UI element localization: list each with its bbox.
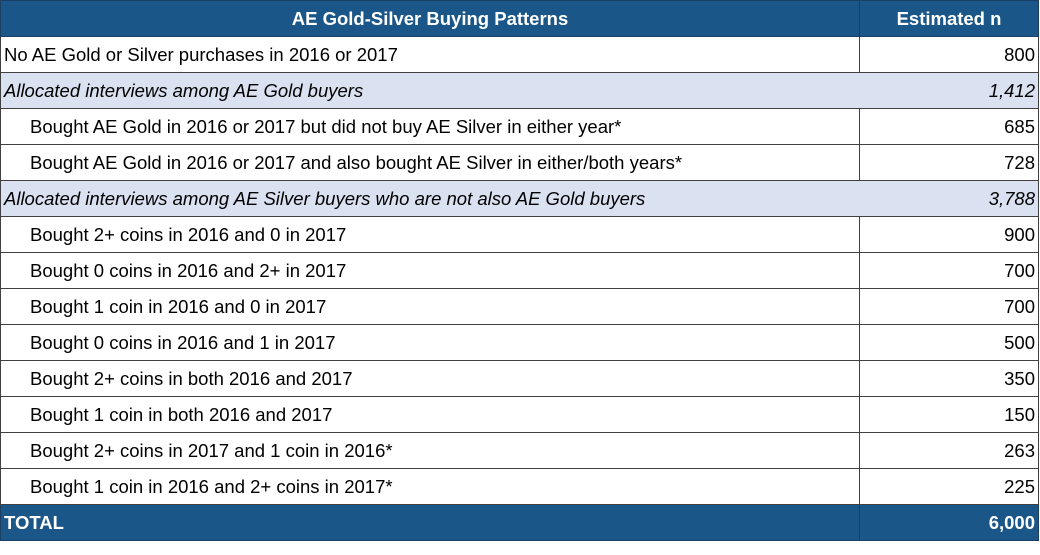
row-label: Bought 1 coin in both 2016 and 2017 [0, 396, 860, 433]
table-row: Bought AE Gold in 2016 or 2017 but did n… [0, 108, 1039, 145]
row-n: 263 [859, 432, 1039, 469]
row-n: 900 [859, 216, 1039, 253]
table-row: Bought 2+ coins in 2016 and 0 in 2017 900 [0, 216, 1039, 253]
row-label: Allocated interviews among AE Gold buyer… [0, 72, 860, 109]
total-label: TOTAL [0, 504, 860, 541]
group-row: Allocated interviews among AE Silver buy… [0, 180, 1039, 217]
row-label: Bought AE Gold in 2016 or 2017 and also … [0, 144, 860, 181]
row-n: 685 [859, 108, 1039, 145]
header-pattern: AE Gold-Silver Buying Patterns [0, 0, 860, 37]
row-label: Bought 0 coins in 2016 and 2+ in 2017 [0, 252, 860, 289]
row-label: Bought 1 coin in 2016 and 0 in 2017 [0, 288, 860, 325]
row-label: Bought 2+ coins in 2017 and 1 coin in 20… [0, 432, 860, 469]
row-label: No AE Gold or Silver purchases in 2016 o… [0, 36, 860, 73]
row-label: Bought 2+ coins in 2016 and 0 in 2017 [0, 216, 860, 253]
row-n: 800 [859, 36, 1039, 73]
table-row: Bought 1 coin in both 2016 and 2017 150 [0, 396, 1039, 433]
header-row: AE Gold-Silver Buying Patterns Estimated… [0, 0, 1039, 37]
row-n: 3,788 [859, 180, 1039, 217]
row-label: Bought 0 coins in 2016 and 1 in 2017 [0, 324, 860, 361]
total-n: 6,000 [859, 504, 1039, 541]
row-label: Bought 1 coin in 2016 and 2+ coins in 20… [0, 468, 860, 505]
table-row: Bought 1 coin in 2016 and 0 in 2017 700 [0, 288, 1039, 325]
table-row: Bought 2+ coins in 2017 and 1 coin in 20… [0, 432, 1039, 469]
table-row: Bought 1 coin in 2016 and 2+ coins in 20… [0, 468, 1039, 505]
row-n: 1,412 [859, 72, 1039, 109]
row-label: Bought AE Gold in 2016 or 2017 but did n… [0, 108, 860, 145]
row-n: 728 [859, 144, 1039, 181]
row-label: Allocated interviews among AE Silver buy… [0, 180, 860, 217]
row-n: 350 [859, 360, 1039, 397]
row-n: 150 [859, 396, 1039, 433]
table-row: Bought 2+ coins in both 2016 and 2017 350 [0, 360, 1039, 397]
table-row: Bought AE Gold in 2016 or 2017 and also … [0, 144, 1039, 181]
row-n: 225 [859, 468, 1039, 505]
table-row: No AE Gold or Silver purchases in 2016 o… [0, 36, 1039, 73]
row-label: Bought 2+ coins in both 2016 and 2017 [0, 360, 860, 397]
table-row: Bought 0 coins in 2016 and 1 in 2017 500 [0, 324, 1039, 361]
row-n: 700 [859, 288, 1039, 325]
row-n: 700 [859, 252, 1039, 289]
header-n: Estimated n [859, 0, 1039, 37]
buying-patterns-table: AE Gold-Silver Buying Patterns Estimated… [0, 0, 1039, 541]
group-row: Allocated interviews among AE Gold buyer… [0, 72, 1039, 109]
row-n: 500 [859, 324, 1039, 361]
table-row: Bought 0 coins in 2016 and 2+ in 2017 700 [0, 252, 1039, 289]
total-row: TOTAL 6,000 [0, 504, 1039, 541]
